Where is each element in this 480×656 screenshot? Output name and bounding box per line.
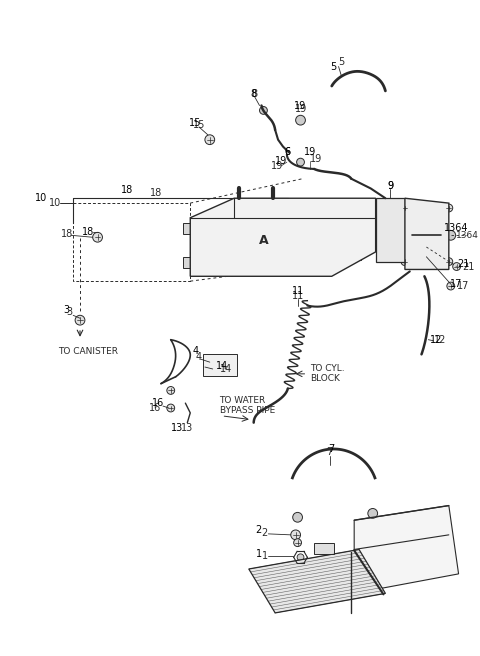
Text: 21: 21 bbox=[457, 258, 469, 268]
Circle shape bbox=[293, 512, 302, 522]
Bar bbox=[310, 216, 358, 256]
Polygon shape bbox=[190, 198, 376, 276]
Text: 9: 9 bbox=[387, 180, 393, 190]
Text: 19: 19 bbox=[295, 104, 307, 114]
Circle shape bbox=[368, 508, 378, 518]
Text: 10: 10 bbox=[35, 194, 47, 203]
Text: A: A bbox=[259, 234, 268, 247]
Circle shape bbox=[93, 232, 102, 242]
Circle shape bbox=[318, 268, 326, 276]
Circle shape bbox=[167, 404, 175, 412]
Text: 6: 6 bbox=[285, 148, 291, 157]
Text: 9: 9 bbox=[387, 180, 393, 190]
Circle shape bbox=[446, 230, 456, 240]
Text: 1: 1 bbox=[262, 551, 268, 562]
Circle shape bbox=[75, 316, 85, 325]
Circle shape bbox=[279, 268, 287, 276]
Text: 7: 7 bbox=[327, 447, 333, 457]
Text: 19: 19 bbox=[310, 154, 323, 164]
Bar bbox=[183, 222, 195, 234]
Circle shape bbox=[401, 204, 409, 212]
Circle shape bbox=[447, 282, 455, 290]
Circle shape bbox=[401, 258, 409, 266]
Text: 17: 17 bbox=[456, 281, 469, 291]
Text: 21: 21 bbox=[463, 262, 475, 272]
Circle shape bbox=[296, 115, 305, 125]
Text: 11: 11 bbox=[291, 291, 304, 301]
Text: 17: 17 bbox=[450, 279, 463, 289]
Text: 6: 6 bbox=[285, 148, 291, 157]
Text: 19: 19 bbox=[304, 148, 316, 157]
Text: BYPASS PIPE: BYPASS PIPE bbox=[219, 407, 275, 415]
Bar bbox=[183, 256, 195, 268]
Text: 2: 2 bbox=[262, 528, 268, 538]
Circle shape bbox=[201, 268, 209, 276]
Text: 5: 5 bbox=[331, 62, 337, 72]
Circle shape bbox=[167, 386, 175, 394]
Text: 8: 8 bbox=[252, 89, 258, 99]
Text: 10: 10 bbox=[49, 198, 61, 208]
Polygon shape bbox=[405, 198, 449, 270]
Text: 15: 15 bbox=[193, 120, 205, 130]
Text: 16: 16 bbox=[152, 398, 164, 408]
Bar bbox=[307, 213, 361, 260]
Text: TO WATER: TO WATER bbox=[219, 396, 266, 405]
Text: 2: 2 bbox=[255, 525, 262, 535]
Polygon shape bbox=[376, 198, 405, 262]
Bar bbox=[203, 354, 237, 376]
Text: BLOCK: BLOCK bbox=[310, 374, 340, 383]
Text: 18: 18 bbox=[60, 230, 73, 239]
Text: 12: 12 bbox=[430, 335, 443, 344]
Circle shape bbox=[297, 554, 304, 561]
Circle shape bbox=[240, 268, 248, 276]
Circle shape bbox=[445, 204, 453, 212]
Text: 19: 19 bbox=[271, 161, 284, 171]
Text: 13: 13 bbox=[171, 422, 184, 432]
Text: 14: 14 bbox=[219, 364, 232, 374]
Text: 19: 19 bbox=[275, 156, 287, 166]
Text: 4: 4 bbox=[192, 346, 198, 356]
Text: 5: 5 bbox=[338, 56, 345, 67]
Circle shape bbox=[291, 530, 300, 540]
Text: 7: 7 bbox=[329, 444, 335, 454]
Bar bbox=[314, 543, 334, 554]
Bar bbox=[73, 203, 190, 281]
Text: 1364: 1364 bbox=[444, 222, 469, 232]
Text: 14: 14 bbox=[216, 361, 228, 371]
Circle shape bbox=[205, 135, 215, 144]
Polygon shape bbox=[354, 506, 458, 594]
Circle shape bbox=[297, 158, 304, 166]
Text: 11: 11 bbox=[291, 286, 304, 296]
Circle shape bbox=[415, 224, 438, 247]
Text: 18: 18 bbox=[120, 186, 133, 195]
Text: 8: 8 bbox=[251, 89, 257, 99]
Circle shape bbox=[229, 206, 298, 274]
Circle shape bbox=[453, 262, 460, 270]
Text: TO CYL.: TO CYL. bbox=[310, 365, 345, 373]
Text: 16: 16 bbox=[149, 403, 161, 413]
Polygon shape bbox=[249, 550, 385, 613]
Text: 13: 13 bbox=[180, 422, 193, 432]
Text: 3: 3 bbox=[63, 306, 70, 316]
Text: 15: 15 bbox=[189, 118, 201, 128]
Text: 1364: 1364 bbox=[456, 231, 479, 240]
Text: 4: 4 bbox=[195, 352, 201, 362]
Text: 18: 18 bbox=[150, 188, 162, 198]
Circle shape bbox=[405, 214, 448, 256]
Text: 12: 12 bbox=[434, 335, 446, 344]
Circle shape bbox=[294, 539, 301, 546]
Text: 3: 3 bbox=[66, 308, 72, 318]
Text: TO CANISTER: TO CANISTER bbox=[59, 347, 119, 356]
Circle shape bbox=[260, 106, 267, 114]
Text: 19: 19 bbox=[294, 100, 307, 111]
Circle shape bbox=[445, 258, 453, 266]
Text: 1: 1 bbox=[255, 549, 262, 560]
Text: 18: 18 bbox=[82, 228, 94, 237]
